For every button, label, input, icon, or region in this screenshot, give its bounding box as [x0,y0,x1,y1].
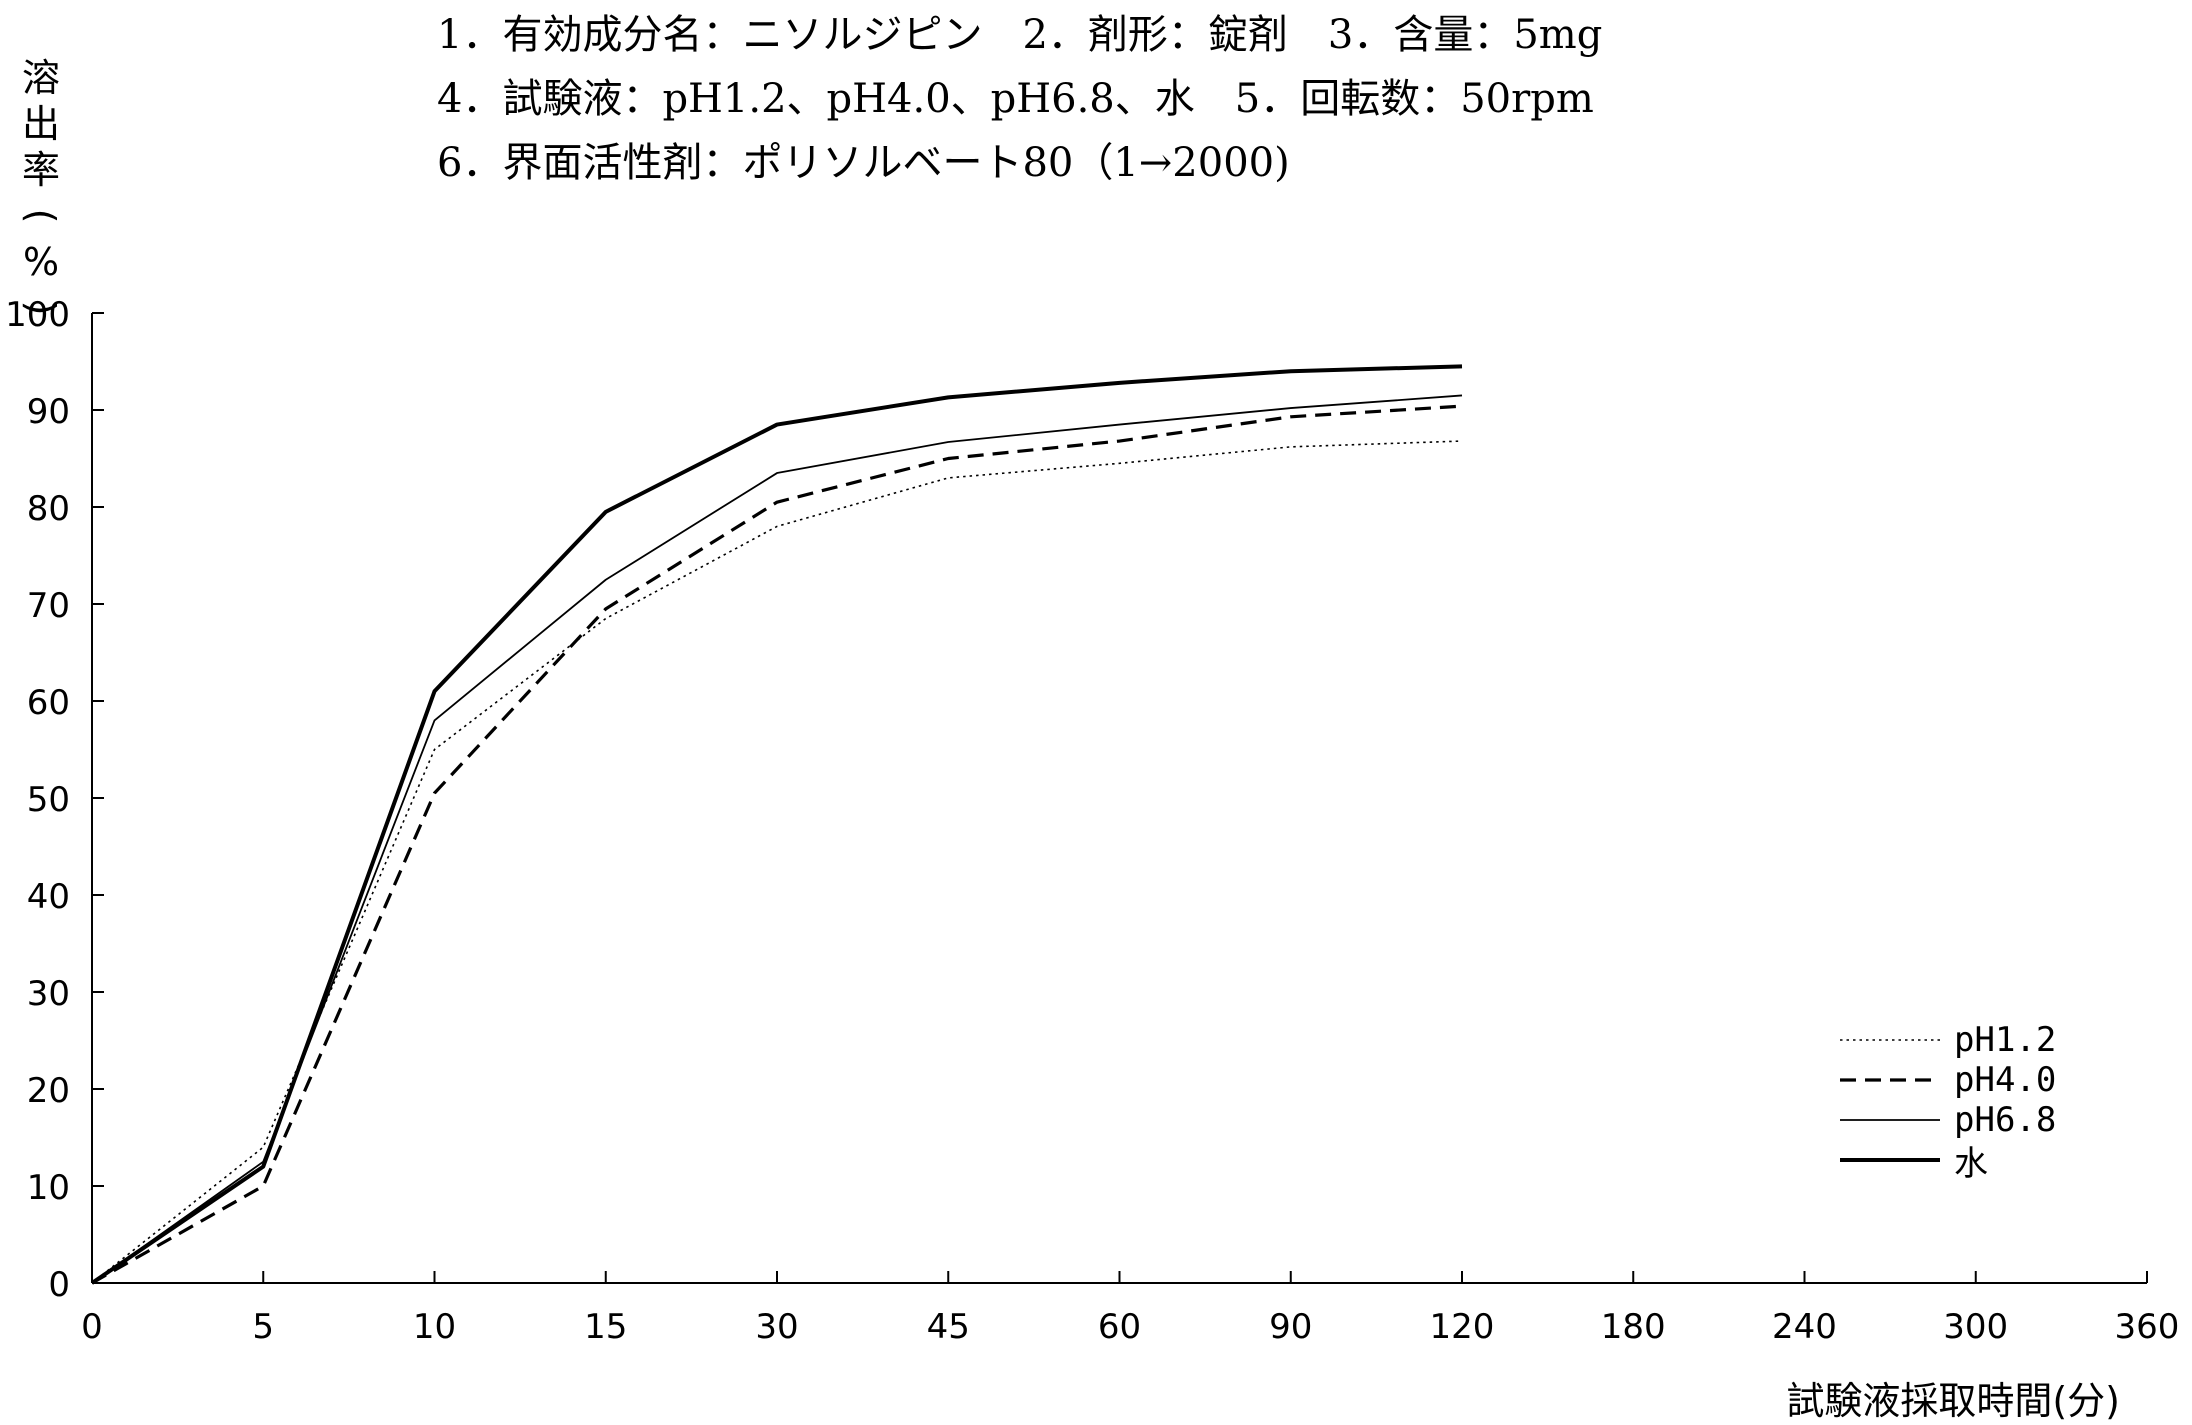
series-lines [90,364,1463,1285]
x-tick-label: 360 [2115,1307,2180,1347]
legend-swatch [1840,1078,1940,1082]
axes [91,313,2147,1284]
y-tick-label: 0 [48,1265,70,1305]
y-tick-label: 70 [27,586,70,626]
legend-item: pH4.0 [1840,1060,2056,1100]
legend-label: 水 [1954,1143,1988,1184]
legend-swatch [1840,1158,1940,1162]
x-tick-label: 45 [927,1307,970,1347]
x-tick-label: 10 [413,1307,456,1347]
y-axis-label-char: 溶 [21,56,60,100]
y-tick-label: 90 [27,392,70,432]
y-tick-label: 100 [5,295,70,335]
x-tick-label: 120 [1430,1307,1495,1347]
x-tick-label: 0 [81,1307,103,1347]
legend-item: pH1.2 [1840,1020,2056,1060]
legend-label: pH6.8 [1954,1100,2057,1140]
x-tick-label: 90 [1269,1307,1312,1347]
series-line-1 [91,404,1463,1285]
y-tick-label: 50 [27,780,70,820]
y-axis-label: 溶出率(%) [18,55,64,331]
x-axis-label: 試験液採取時間(分) [1786,1379,2120,1423]
series-line-0 [91,440,1463,1284]
y-tick-label: 80 [27,489,70,529]
ticks: 0 10 20 30 40 50 60 70 80 90 100 0 5 10 15 30 45 60 90 120 1… [5,295,2179,1347]
legend-swatch [1840,1039,1940,1041]
header-line-2: 4．試験液：pH1.2、pH4.0、pH6.8、水 5．回転数：50rpm [437,76,1594,122]
x-tick-label: 30 [755,1307,798,1347]
x-tick-label: 60 [1098,1307,1141,1347]
x-tick-label: 240 [1772,1307,1837,1347]
legend-label: pH4.0 [1954,1060,2057,1100]
legend: pH1.2 pH4.0 pH6.8 水 [1840,1020,2056,1184]
y-tick-label: 60 [27,683,70,723]
series-line-2 [91,394,1463,1284]
legend-label: pH1.2 [1954,1020,2057,1060]
y-axis-label-char: 率 [21,148,60,192]
y-tick-label: 40 [27,877,70,917]
header-line-1: 1．有効成分名：ニソルジピン 2．剤形：錠剤 3．含量：5mg [437,12,1603,58]
y-tick-label: 30 [27,974,70,1014]
legend-item: pH6.8 [1840,1100,2056,1140]
x-tick-label: 15 [584,1307,627,1347]
legend-swatch [1840,1119,1940,1121]
header-line-3: 6．界面活性剤：ポリソルベート80（1→2000) [437,140,1290,186]
y-tick-label: 20 [27,1071,70,1111]
legend-item: 水 [1840,1140,2056,1184]
series-line-3 [90,364,1463,1285]
y-tick-label: 10 [27,1168,70,1208]
y-axis-label-char: 出 [21,102,60,146]
x-tick-label: 180 [1601,1307,1666,1347]
x-tick-label: 300 [1943,1307,2008,1347]
x-tick-label: 5 [252,1307,274,1347]
y-axis-label-char: % [22,240,60,284]
